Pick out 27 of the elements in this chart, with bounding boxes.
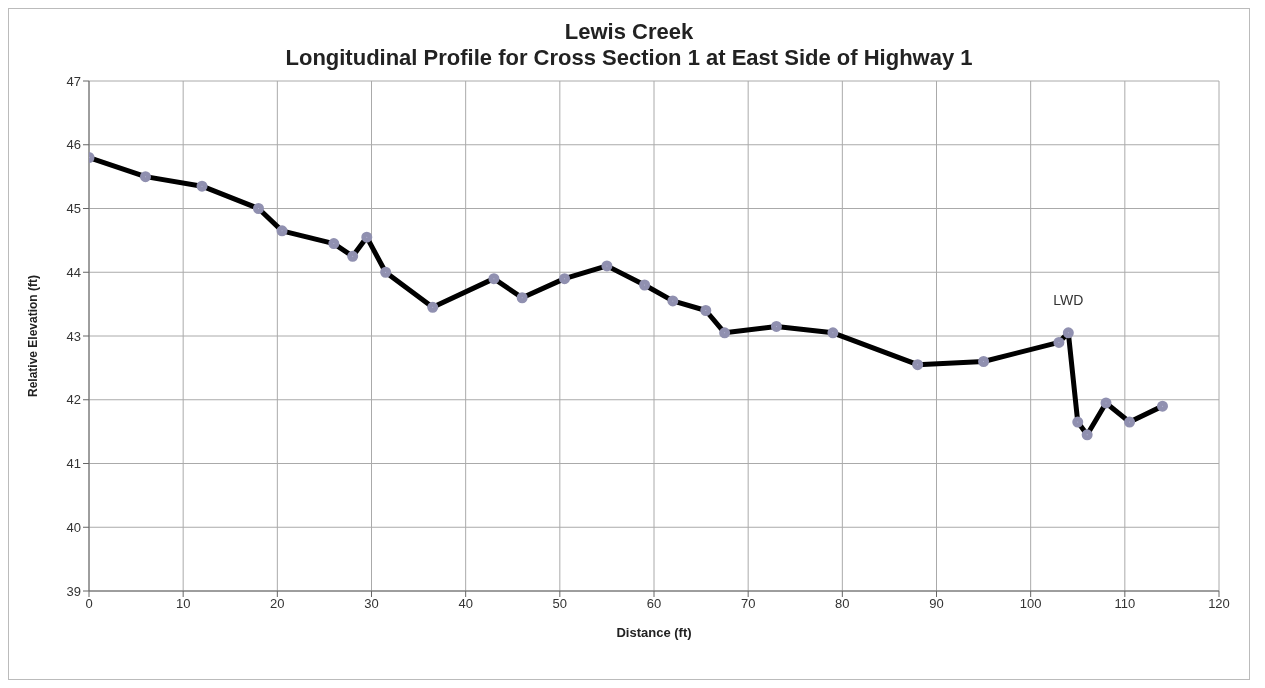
y-tick-label: 46 (66, 137, 81, 153)
y-tick-label: 41 (66, 456, 81, 472)
x-tick-label: 30 (364, 596, 379, 612)
chart-title: Lewis Creek (563, 19, 695, 45)
x-tick-label: 0 (85, 596, 93, 612)
x-tick-label: 40 (458, 596, 473, 612)
y-tick-label: 40 (66, 519, 81, 535)
y-tick-label: 39 (66, 583, 81, 599)
x-tick-label: 100 (1019, 596, 1042, 612)
y-axis-title: Relative Elevation (ft) (26, 274, 41, 398)
y-tick-label: 44 (66, 264, 81, 280)
x-tick-label: 10 (175, 596, 191, 612)
x-tick-label: 110 (1114, 596, 1136, 612)
x-tick-label: 120 (1208, 596, 1230, 612)
x-tick-label: 60 (646, 596, 662, 612)
y-tick-label: 47 (66, 73, 81, 89)
x-tick-label: 70 (740, 596, 756, 612)
x-tick-label: 90 (929, 596, 944, 612)
x-tick-label: 80 (835, 596, 850, 612)
x-axis-title: Distance (ft) (616, 625, 692, 640)
annotation: LWD (1053, 291, 1084, 308)
chart-subtitle: Longitudinal Profile for Cross Section 1 at East Side of Highway 1 (284, 45, 974, 71)
x-tick-label: 20 (270, 596, 285, 612)
y-tick-label: 45 (66, 201, 81, 217)
y-tick-label: 43 (66, 328, 81, 344)
x-tick-label: 50 (552, 596, 568, 612)
y-tick-label: 42 (66, 392, 81, 408)
